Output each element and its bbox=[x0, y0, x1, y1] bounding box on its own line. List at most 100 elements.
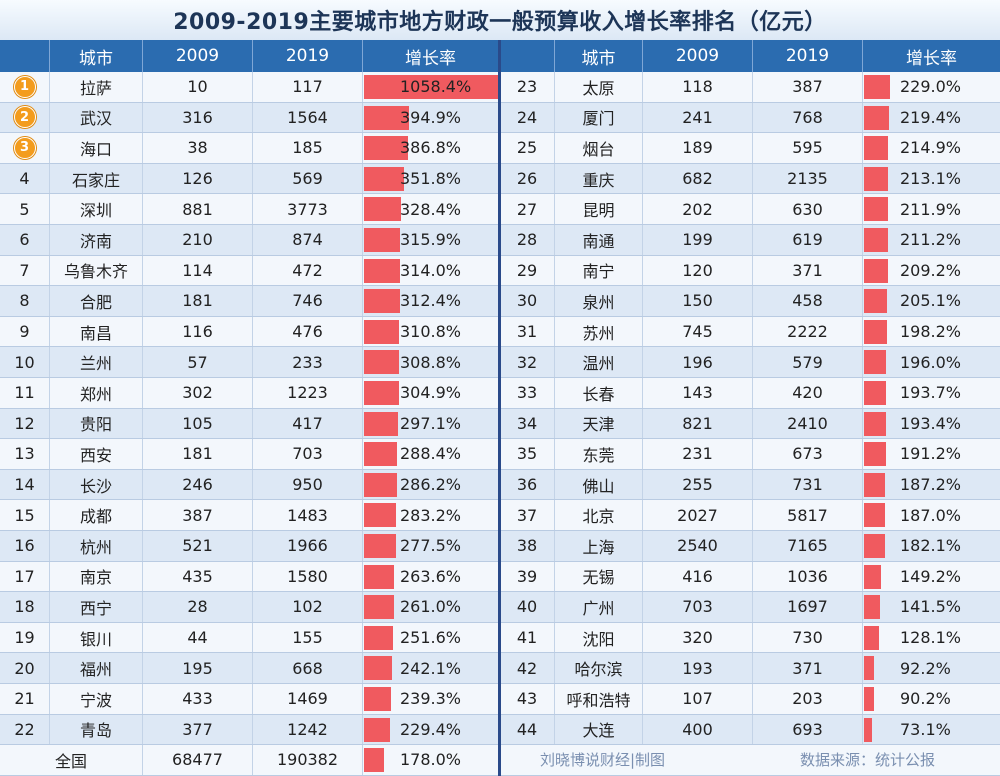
table-row: 18 西宁 28 102 261.0% bbox=[0, 592, 498, 623]
table-row: 44 大连 400 693 73.1% bbox=[500, 714, 1000, 746]
table-row: 24 厦门 241 768 219.4% bbox=[500, 102, 1000, 134]
rank-cell: 24 bbox=[500, 102, 555, 133]
value-2009-cell: 377 bbox=[143, 714, 253, 745]
value-2009-cell: 255 bbox=[643, 469, 753, 500]
table-row: 5 深圳 881 3773 328.4% bbox=[0, 194, 498, 225]
value-2019-cell: 595 bbox=[753, 133, 863, 163]
value-2009-cell: 44 bbox=[143, 622, 253, 653]
value-2009-cell: 143 bbox=[643, 378, 753, 408]
growth-rate-label: 193.7% bbox=[900, 383, 962, 403]
value-2019-cell: 1469 bbox=[253, 684, 363, 714]
rank-cell: 18 bbox=[0, 592, 50, 622]
growth-bar bbox=[864, 625, 879, 650]
column-header-rate: 增长率 bbox=[863, 40, 1000, 72]
table-row: 32 温州 196 579 196.0% bbox=[500, 347, 1000, 378]
growth-rate-label: 314.0% bbox=[400, 260, 462, 280]
growth-bar bbox=[864, 411, 886, 436]
value-2009-cell: 68477 bbox=[143, 745, 253, 775]
city-cell: 沈阳 bbox=[555, 622, 643, 653]
value-2019-cell: 668 bbox=[253, 653, 363, 683]
value-2009-cell: 38 bbox=[143, 133, 253, 163]
value-2009-cell: 195 bbox=[143, 653, 253, 683]
value-2019-cell: 2410 bbox=[753, 408, 863, 439]
value-2009-cell: 2540 bbox=[643, 531, 753, 561]
table-row: 22 青岛 377 1242 229.4% bbox=[0, 714, 498, 746]
value-2009-cell: 150 bbox=[643, 286, 753, 316]
city-cell: 烟台 bbox=[555, 133, 643, 163]
city-cell: 杭州 bbox=[50, 531, 143, 561]
growth-rate-label: 304.9% bbox=[400, 383, 462, 403]
growth-rate-label: 90.2% bbox=[900, 689, 951, 709]
growth-bar bbox=[364, 258, 400, 283]
growth-bar bbox=[364, 595, 394, 620]
total-row: 全国 68477 190382 178.0% bbox=[0, 745, 498, 776]
value-2009-cell: 196 bbox=[643, 347, 753, 377]
table-row: 28 南通 199 619 211.2% bbox=[500, 225, 1000, 256]
growth-bar bbox=[364, 503, 397, 528]
growth-bar bbox=[864, 595, 881, 620]
growth-bar bbox=[364, 411, 398, 436]
growth-bar bbox=[364, 381, 399, 405]
growth-bar bbox=[364, 166, 404, 191]
value-2009-cell: 316 bbox=[143, 102, 253, 133]
table-row: 20 福州 195 668 242.1% bbox=[0, 653, 498, 684]
rank-cell: 29 bbox=[500, 255, 555, 286]
value-2019-cell: 185 bbox=[253, 133, 363, 163]
value-2019-cell: 731 bbox=[753, 469, 863, 500]
growth-rate-label: 308.8% bbox=[400, 352, 462, 372]
table-row: 31 苏州 745 2222 198.2% bbox=[500, 316, 1000, 348]
value-2009-cell: 302 bbox=[143, 378, 253, 408]
city-cell: 哈尔滨 bbox=[555, 653, 643, 683]
city-cell: 济南 bbox=[50, 225, 143, 255]
rank-cell: 37 bbox=[500, 500, 555, 530]
value-2009-cell: 189 bbox=[643, 133, 753, 163]
growth-bar bbox=[864, 717, 873, 742]
value-2019-cell: 458 bbox=[753, 286, 863, 316]
table-row: 3 海口 38 185 386.8% bbox=[0, 133, 498, 164]
city-cell: 郑州 bbox=[50, 378, 143, 408]
growth-bar bbox=[864, 656, 875, 681]
table-row: 9 南昌 116 476 310.8% bbox=[0, 316, 498, 348]
table-row: 34 天津 821 2410 193.4% bbox=[500, 408, 1000, 440]
value-2019-cell: 569 bbox=[253, 163, 363, 194]
growth-bar bbox=[864, 564, 881, 589]
growth-rate-label: 229.4% bbox=[400, 719, 462, 739]
growth-rate-label: 297.1% bbox=[400, 413, 462, 433]
rank-cell: 12 bbox=[0, 408, 50, 439]
rank-cell: 35 bbox=[500, 439, 555, 469]
city-cell: 西宁 bbox=[50, 592, 143, 622]
rank-cell: 14 bbox=[0, 469, 50, 500]
value-2009-cell: 231 bbox=[643, 439, 753, 469]
rank-cell: 42 bbox=[500, 653, 555, 683]
value-2019-cell: 472 bbox=[253, 255, 363, 286]
growth-bar bbox=[864, 75, 891, 99]
rank-cell: 34 bbox=[500, 408, 555, 439]
value-2009-cell: 433 bbox=[143, 684, 253, 714]
table-row: 2 武汉 316 1564 394.9% bbox=[0, 102, 498, 134]
table-row: 16 杭州 521 1966 277.5% bbox=[0, 531, 498, 562]
value-2009-cell: 105 bbox=[143, 408, 253, 439]
rank-cell: 28 bbox=[500, 225, 555, 255]
table-row: 35 东莞 231 673 191.2% bbox=[500, 439, 1000, 470]
rank-cell: 22 bbox=[0, 714, 50, 745]
rank-cell: 27 bbox=[500, 194, 555, 224]
growth-rate-label: 211.2% bbox=[900, 230, 962, 250]
growth-rate-label: 141.5% bbox=[900, 597, 962, 617]
growth-bar bbox=[864, 166, 889, 191]
rank-cell: 10 bbox=[0, 347, 50, 377]
table-row: 12 贵阳 105 417 297.1% bbox=[0, 408, 498, 440]
rank-cell: 6 bbox=[0, 225, 50, 255]
city-cell: 拉萨 bbox=[50, 72, 143, 102]
growth-rate-label: 92.2% bbox=[900, 658, 951, 678]
growth-rate-label: 277.5% bbox=[400, 536, 462, 556]
growth-bar bbox=[864, 472, 886, 497]
growth-rate-label: 1058.4% bbox=[400, 77, 472, 97]
growth-rate-label: 386.8% bbox=[400, 138, 462, 158]
value-2009-cell: 193 bbox=[643, 653, 753, 683]
value-2009-cell: 199 bbox=[643, 225, 753, 255]
value-2019-cell: 619 bbox=[753, 225, 863, 255]
value-2009-cell: 107 bbox=[643, 684, 753, 714]
value-2019-cell: 673 bbox=[753, 439, 863, 469]
growth-rate-label: 288.4% bbox=[400, 444, 462, 464]
city-cell: 长沙 bbox=[50, 469, 143, 500]
